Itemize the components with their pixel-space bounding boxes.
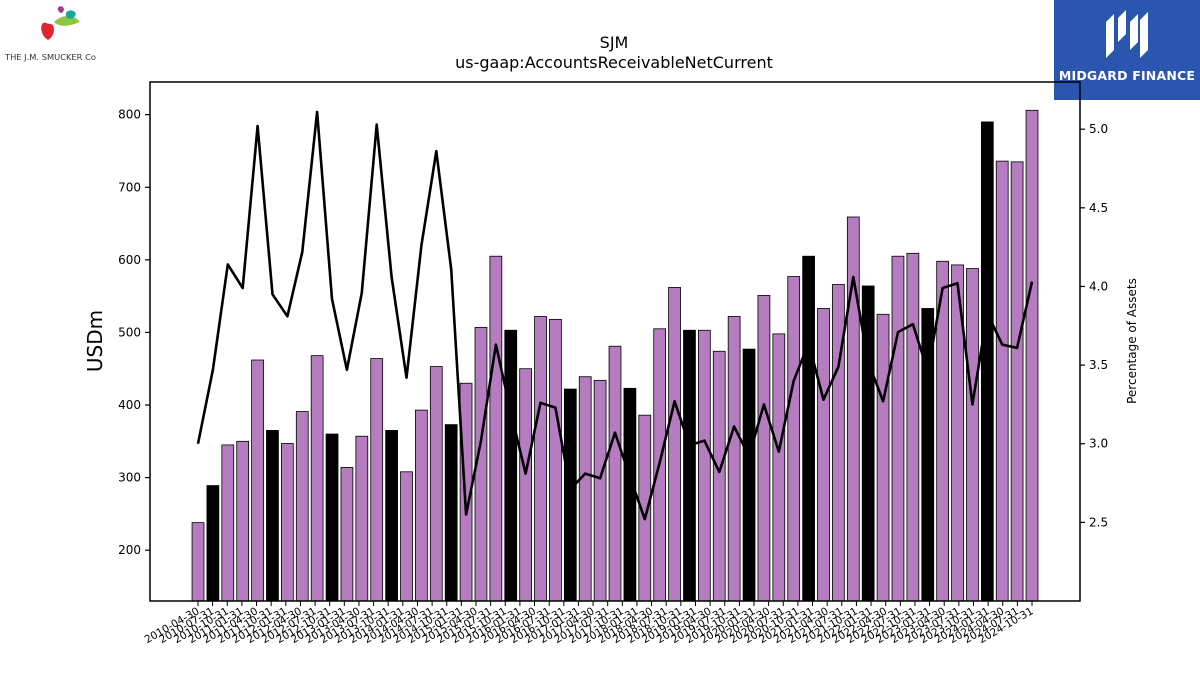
bar (549, 318, 562, 602)
bar (355, 435, 369, 602)
bar (415, 409, 428, 602)
midgard-finance-logo-mark (1106, 10, 1148, 58)
bar (444, 424, 458, 602)
y-tick-label: 800 (118, 108, 141, 122)
y2-tick-label: 2.5 (1089, 515, 1108, 529)
y2-tick-label: 4.0 (1089, 279, 1108, 293)
y-tick-label: 600 (118, 253, 141, 267)
bar (563, 388, 577, 602)
bar (787, 276, 801, 602)
bar (698, 329, 711, 602)
jm-smucker-logo-text: THE J.M. SMUCKER Co (4, 52, 96, 62)
bar (891, 255, 905, 602)
bar (519, 368, 533, 602)
bar (802, 255, 815, 602)
bar (980, 121, 994, 602)
bar (370, 358, 384, 602)
chart-subtitle: us-gaap:AccountsReceivableNetCurrent (455, 53, 773, 72)
bar (400, 471, 413, 602)
bar (668, 287, 681, 602)
bar (817, 308, 830, 602)
bar (251, 359, 264, 602)
bar (608, 345, 622, 602)
bar (712, 350, 726, 602)
bar (191, 522, 205, 602)
y2-tick-label: 4.5 (1089, 201, 1108, 215)
bar (266, 430, 279, 602)
bar (236, 440, 250, 602)
bar (832, 284, 845, 602)
y-tick-label: 500 (118, 325, 141, 339)
bar (593, 379, 607, 602)
bar (504, 329, 518, 602)
bar (876, 313, 890, 602)
bar (340, 467, 354, 602)
bar (429, 366, 443, 602)
jm-smucker-logo-mark: THE J.M. SMUCKER Co (4, 6, 96, 62)
plot-area-frame (149, 81, 1081, 602)
y-tick-label: 700 (118, 180, 141, 194)
bar (325, 433, 339, 602)
bar (846, 216, 860, 602)
bar (1010, 161, 1024, 602)
y-tick-label: 200 (118, 543, 141, 557)
jm-smucker-logo: THE J.M. SMUCKER Co (4, 4, 124, 64)
bar (906, 252, 920, 602)
x-axis: 2010-04-302010-07-312010-10-312011-01-31… (143, 601, 1036, 646)
bar (221, 444, 235, 602)
midgard-finance-logo: MIDGARD FINANCE (1054, 0, 1200, 100)
y2-tick-label: 3.0 (1089, 437, 1108, 451)
y-axis-left: 200 300 400 500 600 700 800 (118, 108, 150, 557)
y2-tick-label: 5.0 (1089, 122, 1108, 136)
bar (757, 295, 771, 602)
y-tick-label: 300 (118, 471, 141, 485)
bar (295, 411, 309, 602)
bar (280, 443, 294, 602)
bar (742, 348, 756, 602)
bar (623, 387, 637, 602)
bar (1025, 109, 1039, 602)
bar (489, 255, 503, 602)
midgard-finance-logo-text: MIDGARD FINANCE (1058, 68, 1196, 83)
y2-axis-label: Percentage of Assets (1125, 278, 1139, 404)
y-tick-label: 400 (118, 398, 141, 412)
bar (683, 329, 696, 602)
y-axis-label: USDm (83, 310, 107, 372)
y2-tick-label: 3.5 (1089, 358, 1108, 372)
bar (385, 430, 398, 602)
bar (534, 316, 547, 602)
bar (578, 376, 592, 602)
bar (206, 485, 220, 602)
chart-title: SJM (600, 33, 629, 52)
bar (727, 316, 741, 602)
y-axis-right: 2.5 3.0 3.5 4.0 4.5 5.0 (1080, 122, 1108, 529)
bar (772, 333, 786, 602)
bar (310, 355, 324, 602)
bar-series (191, 109, 1039, 602)
line-series (196, 110, 1034, 521)
percentage-line (196, 110, 1034, 521)
bar (966, 268, 979, 602)
bar (995, 160, 1009, 602)
